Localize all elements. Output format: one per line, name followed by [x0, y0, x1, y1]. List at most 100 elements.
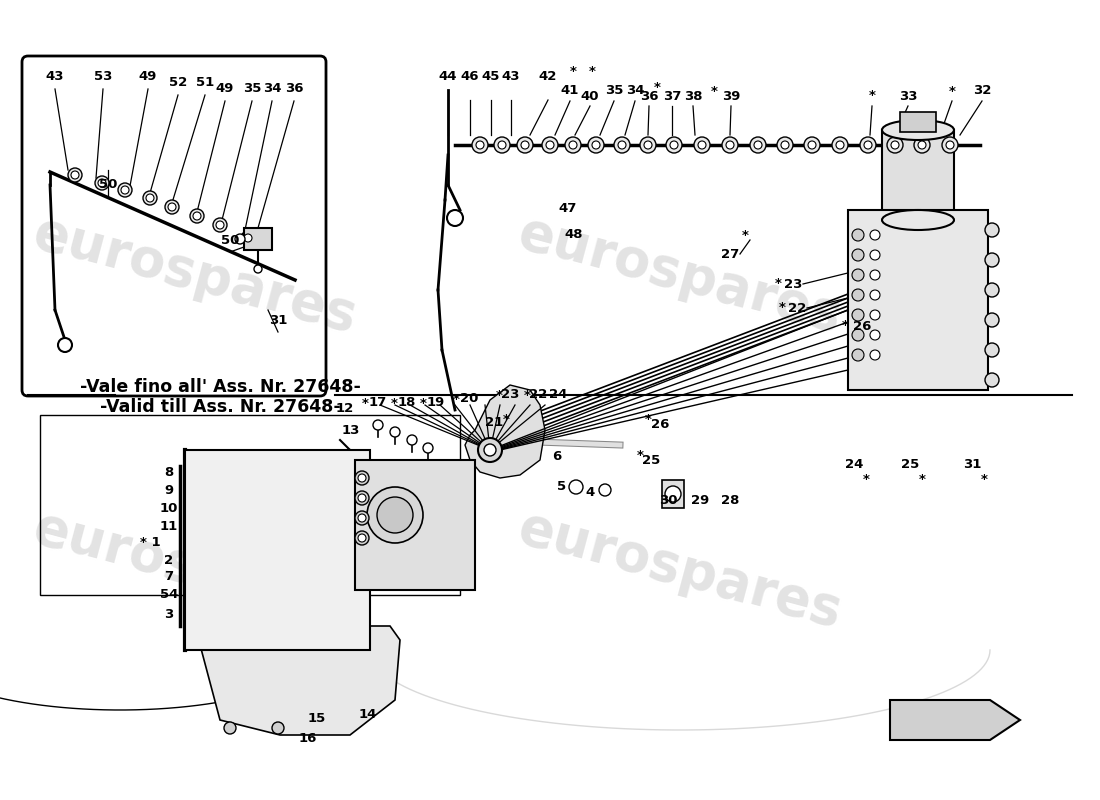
- Text: *: *: [496, 389, 503, 402]
- Circle shape: [569, 480, 583, 494]
- Text: 27: 27: [720, 247, 739, 261]
- Text: *: *: [452, 393, 460, 406]
- Polygon shape: [465, 385, 544, 478]
- Circle shape: [644, 141, 652, 149]
- Text: 24: 24: [845, 458, 864, 470]
- Circle shape: [754, 141, 762, 149]
- Circle shape: [472, 137, 488, 153]
- Circle shape: [190, 209, 204, 223]
- Bar: [882, 130, 954, 220]
- Circle shape: [870, 250, 880, 260]
- Circle shape: [808, 141, 816, 149]
- Circle shape: [95, 176, 109, 190]
- Text: 10: 10: [160, 502, 178, 514]
- Circle shape: [777, 137, 793, 153]
- Circle shape: [600, 484, 610, 496]
- Text: 33: 33: [899, 90, 917, 102]
- Text: 34: 34: [263, 82, 282, 95]
- Circle shape: [358, 494, 366, 502]
- Text: 43: 43: [46, 70, 64, 83]
- Circle shape: [891, 141, 899, 149]
- Circle shape: [478, 438, 502, 462]
- Circle shape: [852, 249, 864, 261]
- Text: 45: 45: [482, 70, 500, 83]
- Text: -Vale fino all' Ass. Nr. 27648-: -Vale fino all' Ass. Nr. 27648-: [79, 378, 361, 396]
- Circle shape: [546, 141, 554, 149]
- Circle shape: [670, 141, 678, 149]
- Text: *: *: [362, 397, 369, 410]
- Text: 48: 48: [564, 227, 583, 241]
- Polygon shape: [195, 626, 400, 735]
- Circle shape: [241, 231, 255, 245]
- Circle shape: [72, 171, 79, 179]
- Circle shape: [146, 194, 154, 202]
- Circle shape: [726, 141, 734, 149]
- Circle shape: [984, 253, 999, 267]
- Text: 25: 25: [901, 458, 920, 470]
- Circle shape: [942, 137, 958, 153]
- Text: 22: 22: [529, 389, 547, 402]
- Text: 43: 43: [502, 70, 520, 83]
- Circle shape: [254, 265, 262, 273]
- Circle shape: [870, 310, 880, 320]
- Circle shape: [224, 722, 236, 734]
- Text: *: *: [637, 449, 644, 462]
- Text: 3: 3: [164, 607, 174, 621]
- Circle shape: [244, 234, 252, 242]
- Circle shape: [698, 141, 706, 149]
- Circle shape: [666, 486, 681, 502]
- Text: *: *: [862, 474, 869, 486]
- Text: *: *: [842, 319, 848, 333]
- Circle shape: [666, 137, 682, 153]
- Circle shape: [870, 350, 880, 360]
- Circle shape: [98, 179, 106, 187]
- Circle shape: [272, 722, 284, 734]
- Text: 51: 51: [196, 77, 214, 90]
- Circle shape: [984, 343, 999, 357]
- Text: 2: 2: [164, 554, 174, 566]
- Circle shape: [860, 137, 876, 153]
- Circle shape: [355, 471, 368, 485]
- Text: *: *: [419, 397, 427, 410]
- Text: 35: 35: [243, 82, 261, 95]
- Text: 39: 39: [722, 90, 740, 102]
- Text: 40: 40: [581, 90, 600, 102]
- Circle shape: [424, 443, 433, 453]
- Text: -Valid till Ass. Nr. 27648-: -Valid till Ass. Nr. 27648-: [100, 398, 340, 416]
- Text: 4: 4: [585, 486, 595, 499]
- Text: *: *: [588, 66, 595, 78]
- Circle shape: [914, 137, 929, 153]
- Circle shape: [984, 313, 999, 327]
- Text: 50: 50: [99, 178, 118, 191]
- Text: *: *: [741, 230, 748, 242]
- Circle shape: [722, 137, 738, 153]
- Circle shape: [984, 283, 999, 297]
- Text: 26: 26: [651, 418, 669, 431]
- Circle shape: [870, 230, 880, 240]
- Circle shape: [447, 210, 463, 226]
- Polygon shape: [890, 700, 1020, 740]
- Circle shape: [569, 141, 578, 149]
- Bar: [185, 450, 370, 650]
- Text: 54: 54: [160, 589, 178, 602]
- Circle shape: [373, 420, 383, 430]
- Circle shape: [565, 137, 581, 153]
- Text: eurospares: eurospares: [28, 206, 363, 343]
- Circle shape: [984, 223, 999, 237]
- Circle shape: [355, 531, 368, 545]
- Circle shape: [614, 137, 630, 153]
- Text: *: *: [948, 85, 956, 98]
- Text: 11: 11: [160, 519, 178, 533]
- Text: 8: 8: [164, 466, 174, 478]
- Text: 6: 6: [552, 450, 562, 462]
- Circle shape: [864, 141, 872, 149]
- Circle shape: [390, 427, 400, 437]
- Circle shape: [804, 137, 820, 153]
- Text: *: *: [779, 302, 785, 314]
- Text: 26: 26: [852, 319, 871, 333]
- Text: 31: 31: [268, 314, 287, 326]
- Text: 49: 49: [139, 70, 157, 83]
- Text: *: *: [653, 82, 660, 94]
- Text: 23: 23: [784, 278, 802, 290]
- Circle shape: [165, 200, 179, 214]
